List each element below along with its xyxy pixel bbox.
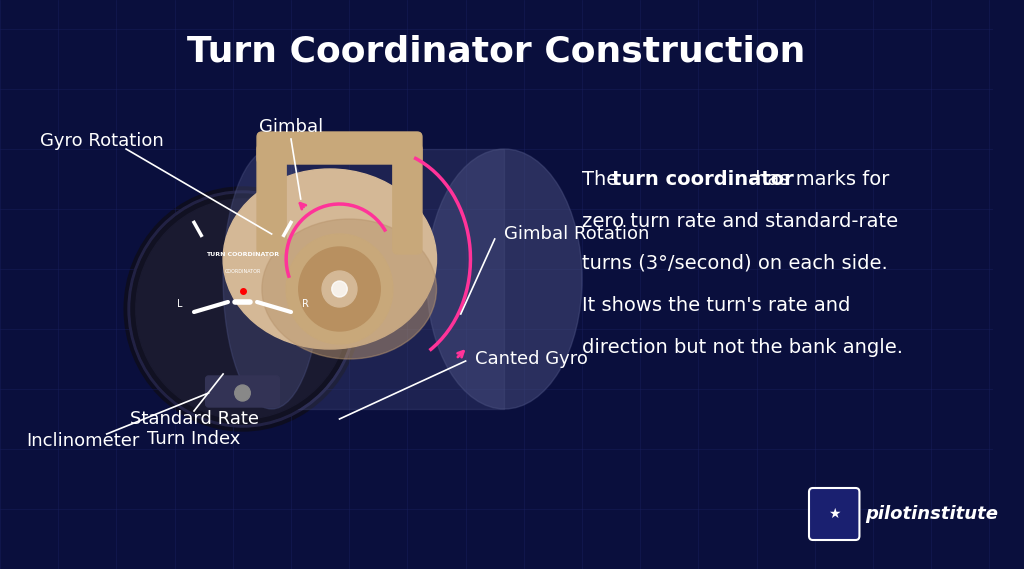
Circle shape <box>128 191 357 427</box>
Text: has marks for: has marks for <box>749 170 889 188</box>
FancyBboxPatch shape <box>809 488 859 540</box>
Text: ★: ★ <box>828 507 841 521</box>
FancyBboxPatch shape <box>257 132 422 164</box>
Text: COORDINATOR: COORDINATOR <box>224 269 261 274</box>
Text: L: L <box>177 299 182 309</box>
Ellipse shape <box>223 149 321 409</box>
Circle shape <box>299 247 380 331</box>
Circle shape <box>234 385 250 401</box>
Ellipse shape <box>262 219 436 359</box>
FancyBboxPatch shape <box>393 144 422 254</box>
Circle shape <box>136 199 349 419</box>
Text: turns (3°/second) on each side.: turns (3°/second) on each side. <box>582 254 888 273</box>
Text: The: The <box>582 170 625 188</box>
Text: Standard Rate
Turn Index: Standard Rate Turn Index <box>129 410 258 448</box>
Text: turn coordinator: turn coordinator <box>612 170 794 188</box>
Text: Gimbal: Gimbal <box>259 118 324 136</box>
Text: It shows the turn's rate and: It shows the turn's rate and <box>582 295 850 315</box>
Text: Gyro Rotation: Gyro Rotation <box>40 132 164 150</box>
Text: Turn Coordinator Construction: Turn Coordinator Construction <box>187 34 806 68</box>
Circle shape <box>332 281 347 297</box>
Text: pilotinstitute: pilotinstitute <box>865 505 998 523</box>
Text: zero turn rate and standard-rate: zero turn rate and standard-rate <box>582 212 898 230</box>
Text: TURN COORDINATOR: TURN COORDINATOR <box>206 251 280 257</box>
FancyBboxPatch shape <box>206 376 280 407</box>
Text: R: R <box>302 299 309 309</box>
Text: Inclinometer: Inclinometer <box>26 432 139 450</box>
Text: direction but not the bank angle.: direction but not the bank angle. <box>582 337 903 357</box>
Circle shape <box>286 234 393 344</box>
FancyBboxPatch shape <box>257 144 286 254</box>
Circle shape <box>322 271 357 307</box>
Ellipse shape <box>223 169 436 349</box>
Circle shape <box>131 194 354 424</box>
Circle shape <box>124 187 360 431</box>
Ellipse shape <box>427 149 582 409</box>
Text: Gimbal Rotation: Gimbal Rotation <box>505 225 650 243</box>
Text: Canted Gyro: Canted Gyro <box>475 350 588 368</box>
